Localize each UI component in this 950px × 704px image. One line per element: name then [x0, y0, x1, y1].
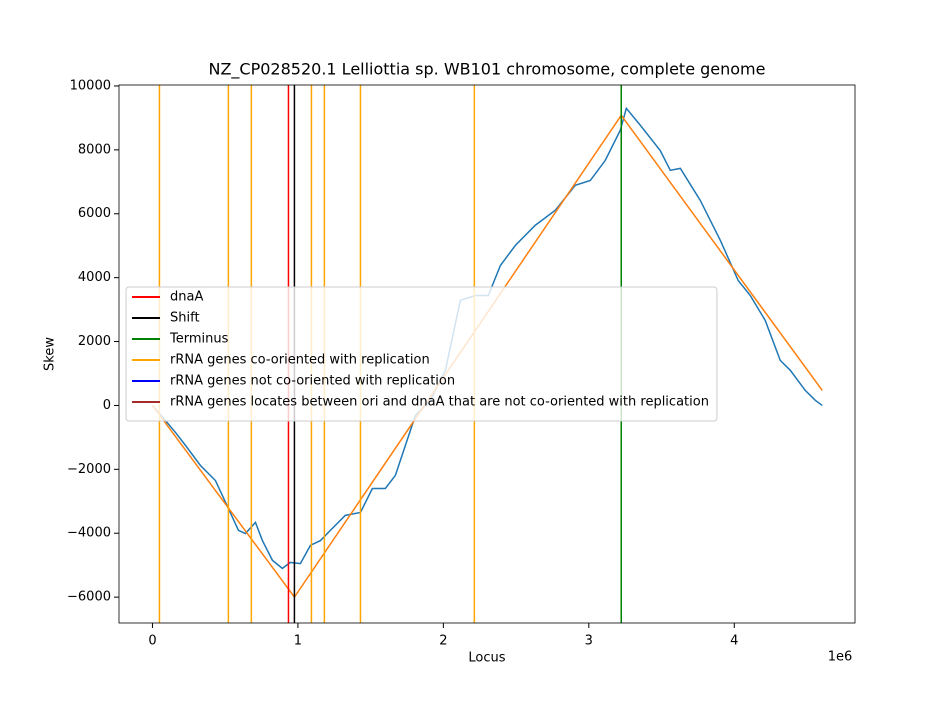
- y-tick-label: 6000: [78, 206, 111, 221]
- legend-label: rRNA genes co-oriented with replication: [170, 353, 430, 368]
- x-tick-label: 1: [294, 634, 302, 649]
- y-tick-label: −2000: [67, 462, 111, 477]
- legend: dnaA Shift Terminus rRNA genes co-oriented …: [125, 286, 718, 422]
- plot-frame: [118, 84, 856, 624]
- x-tick-label: 3: [585, 634, 593, 649]
- legend-label: dnaA: [170, 290, 203, 305]
- legend-label: rRNA genes not co-oriented with replicat…: [170, 374, 455, 389]
- y-tick-label: 4000: [78, 270, 111, 285]
- x-tick-label: 4: [730, 634, 738, 649]
- y-axis-label: Skew: [43, 337, 58, 371]
- x-tick-label: 2: [439, 634, 447, 649]
- y-tick-label: 2000: [78, 334, 111, 349]
- legend-label: Shift: [170, 311, 200, 326]
- legend-label: rRNA genes locates between ori and dnaA …: [170, 395, 709, 410]
- legend-label: Terminus: [169, 332, 229, 347]
- y-tick-label: −4000: [67, 526, 111, 541]
- x-offset-label: 1e6: [828, 650, 853, 665]
- y-tick-label: 8000: [78, 142, 111, 157]
- legend-box: [125, 286, 718, 422]
- chart-title: NZ_CP028520.1 Lelliottia sp. WB101 chrom…: [209, 60, 766, 80]
- y-tick-label: 10000: [70, 78, 111, 93]
- y-tick-label: 0: [103, 398, 111, 413]
- y-tick-label: −6000: [67, 590, 111, 605]
- x-tick-label: 0: [148, 634, 156, 649]
- x-axis-label: Locus: [468, 651, 505, 666]
